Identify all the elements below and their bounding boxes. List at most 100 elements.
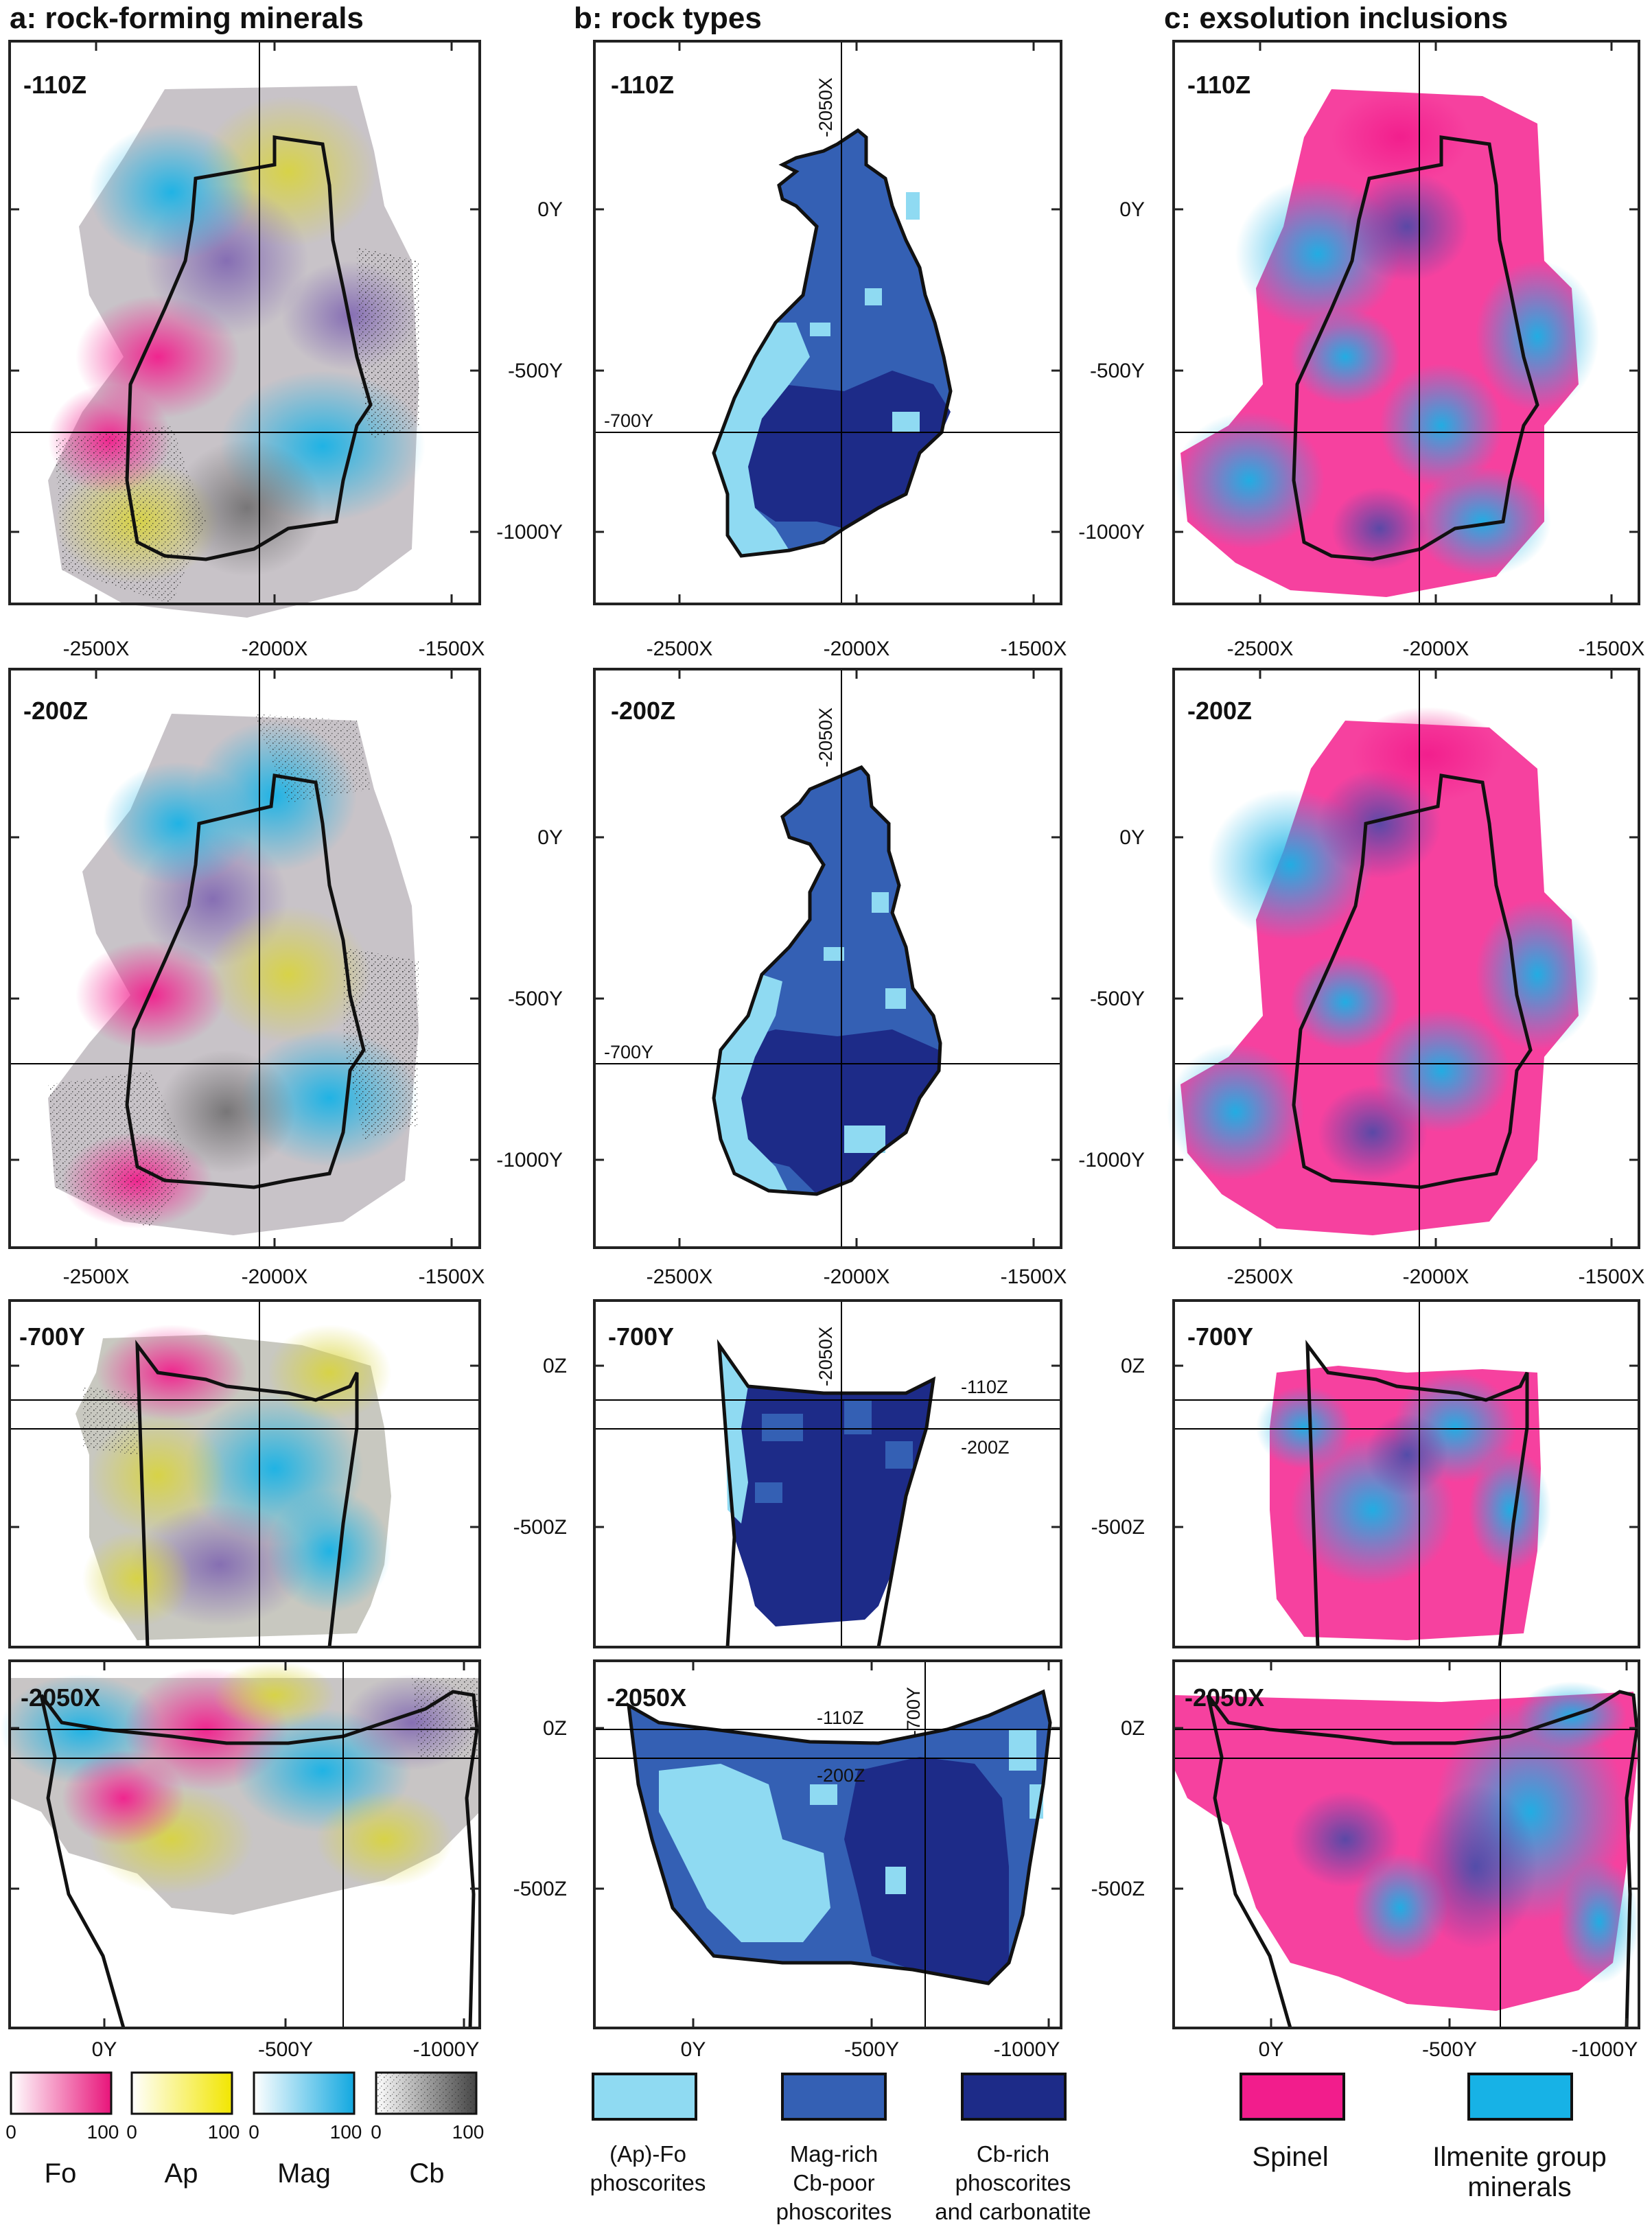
orebody-outline — [125, 135, 373, 561]
y-ticks — [1174, 208, 1639, 533]
y-tick-label: -1000Y — [496, 1149, 563, 1171]
mineral-mix — [62, 721, 419, 1228]
x-tick-label: -500Y — [258, 2038, 313, 2061]
panel-label: -110Z — [23, 71, 86, 99]
orebody-outline — [717, 1339, 936, 1648]
y-tick-label: 0Z — [1121, 1717, 1145, 1740]
y-ticks — [10, 1364, 480, 1528]
panel-b-200z: 0Y -500Y -1000Y -2050X -700Y -200Z — [496, 668, 1067, 1288]
x-ticks — [95, 669, 453, 1248]
legend-min: 0 — [126, 2121, 137, 2143]
x-ticks — [103, 1661, 465, 2028]
x-tick-label: -1500X — [419, 638, 485, 660]
x-ticks — [678, 669, 1035, 1248]
panel-label: -700Y — [1187, 1322, 1253, 1351]
row-200z: -200Z -2500X -2000X -1500X 0Y -500Y -100… — [8, 668, 1644, 1288]
guide-label-y: -700Y — [604, 410, 653, 431]
mineral-mix — [82, 1325, 391, 1626]
x-tick-label: -500Y — [1422, 2038, 1477, 2061]
x-tick-label: -1500X — [419, 1266, 485, 1288]
panel-a-2050x: -2050X 0Y -500Y -1000Y — [0, 1659, 481, 2061]
legend-rock-types: (Ap)-Fo phoscorites Mag-rich Cb-poor pho… — [590, 2073, 1091, 2224]
y-tick-label: 0Y — [1119, 198, 1145, 221]
x-tick-label: -1500X — [1579, 638, 1645, 660]
panel-c-200z: 0Y -500Y -1000Y -200Z — [1078, 668, 1644, 1288]
orebody-outline — [125, 773, 366, 1189]
carbonate-speckle — [343, 947, 419, 1139]
x-tick-label: 0Y — [1259, 2038, 1284, 2061]
legend-label: Spinel — [1252, 2142, 1328, 2172]
x-tick-label: -1000Y — [413, 2038, 480, 2061]
row-2050x: -2050X 0Y -500Y -1000Y 0Z -500Z — [0, 1659, 1640, 2061]
panel-frame — [593, 40, 1062, 605]
x-tick-label: 0Y — [681, 2038, 706, 2061]
rocktype-mag-rich-patches — [755, 1400, 913, 1503]
rocktype-ap-fo-patches — [810, 192, 920, 432]
guide-label-z: -200Z — [817, 1765, 865, 1786]
legend-label: phoscorites — [590, 2170, 706, 2195]
panel-frame — [8, 668, 481, 1249]
panel-c-2050x: 0Z -500Z -2050X — [1091, 1659, 1640, 2061]
x-tick-label: -2500X — [1227, 638, 1294, 660]
panel-label: -2050X — [1185, 1683, 1264, 1712]
legend-label: and carbonatite — [935, 2199, 1091, 2224]
x-ticks — [678, 41, 1035, 604]
legend-item-cb-rich: Cb-rich phoscorites and carbonatite — [935, 2073, 1091, 2224]
panel-label: -200Z — [23, 697, 88, 725]
y-tick-label: -500Z — [513, 1516, 567, 1539]
legend-min: 0 — [371, 2121, 382, 2143]
carbonate-speckle — [357, 247, 420, 439]
x-tick-label: -2000X — [1403, 638, 1469, 660]
rocktype-cb-rich — [844, 1757, 1009, 1983]
y-tick-label: 0Y — [537, 198, 563, 221]
y-ticks — [1174, 1727, 1639, 1890]
y-ticks — [594, 836, 1061, 1161]
guide-label-x: -2050X — [815, 78, 836, 137]
panel-a-700y: -700Y — [8, 1299, 481, 1648]
panel-c-110z: 0Y -500Y -1000Y -110Z — [1078, 40, 1645, 660]
panel-label: -110Z — [611, 71, 674, 99]
panel-c-700y: 0Z -500Z -700Y — [1091, 1299, 1640, 1648]
legend-label: minerals — [1467, 2172, 1571, 2202]
x-tick-label: -1500X — [1001, 638, 1067, 660]
legend-label: Cb-poor — [793, 2170, 874, 2195]
legend-label: Fo — [45, 2158, 77, 2189]
y-tick-label: 0Y — [1119, 826, 1145, 849]
x-tick-label: 0Y — [92, 2038, 117, 2061]
panel-a-200z: -200Z -2500X -2000X -1500X — [8, 668, 485, 1288]
legend-item-spinel: Spinel — [1240, 2073, 1345, 2172]
carbonate-speckle — [412, 1678, 480, 1757]
x-tick-label: -2500X — [63, 1266, 130, 1288]
panel-label: -700Y — [19, 1322, 85, 1351]
x-ticks — [692, 1661, 1050, 2028]
y-ticks — [594, 1727, 1061, 1890]
panel-label: -2050X — [607, 1683, 686, 1712]
legend-label: (Ap)-Fo — [609, 2141, 686, 2167]
column-title-c: c: exsolution inclusions — [1164, 1, 1509, 35]
legend-item-mag: 0 100 Mag — [248, 2071, 362, 2189]
x-ticks — [1270, 1661, 1628, 2028]
panel-b-700y: 0Z -500Z -2050X -110Z -200Z -700Y — [513, 1299, 1062, 1648]
legend-label: Ilmenite group — [1432, 2142, 1606, 2172]
inclusion-mix — [1290, 1681, 1640, 1983]
carbonate-speckle — [55, 425, 206, 604]
y-tick-label: -500Z — [1091, 1516, 1145, 1539]
panel-frame — [8, 1659, 481, 2029]
orebody-outline — [1305, 1340, 1529, 1648]
panel-frame — [1172, 1659, 1640, 2029]
panel-frame — [593, 1299, 1062, 1648]
guide-label-z: -200Z — [961, 1437, 1010, 1458]
legend-max: 100 — [87, 2121, 119, 2143]
x-tick-label: -500Y — [844, 2038, 899, 2061]
y-tick-label: 0Z — [1121, 1355, 1145, 1377]
y-tick-label: -1000Y — [1078, 1149, 1145, 1171]
panel-frame — [593, 1659, 1062, 2029]
panel-label: -2050X — [21, 1683, 100, 1712]
panel-label: -700Y — [608, 1322, 674, 1351]
row-110z: -110Z -2500X -2000X -1500X 0Y -500Y -100… — [8, 40, 1645, 660]
legend-max: 100 — [208, 2121, 240, 2143]
y-ticks — [10, 1727, 480, 1890]
legend-inclusions: Spinel Ilmenite group minerals — [1240, 2073, 1607, 2202]
rocktype-ap-fo — [714, 323, 810, 556]
legend-max: 100 — [330, 2121, 362, 2143]
